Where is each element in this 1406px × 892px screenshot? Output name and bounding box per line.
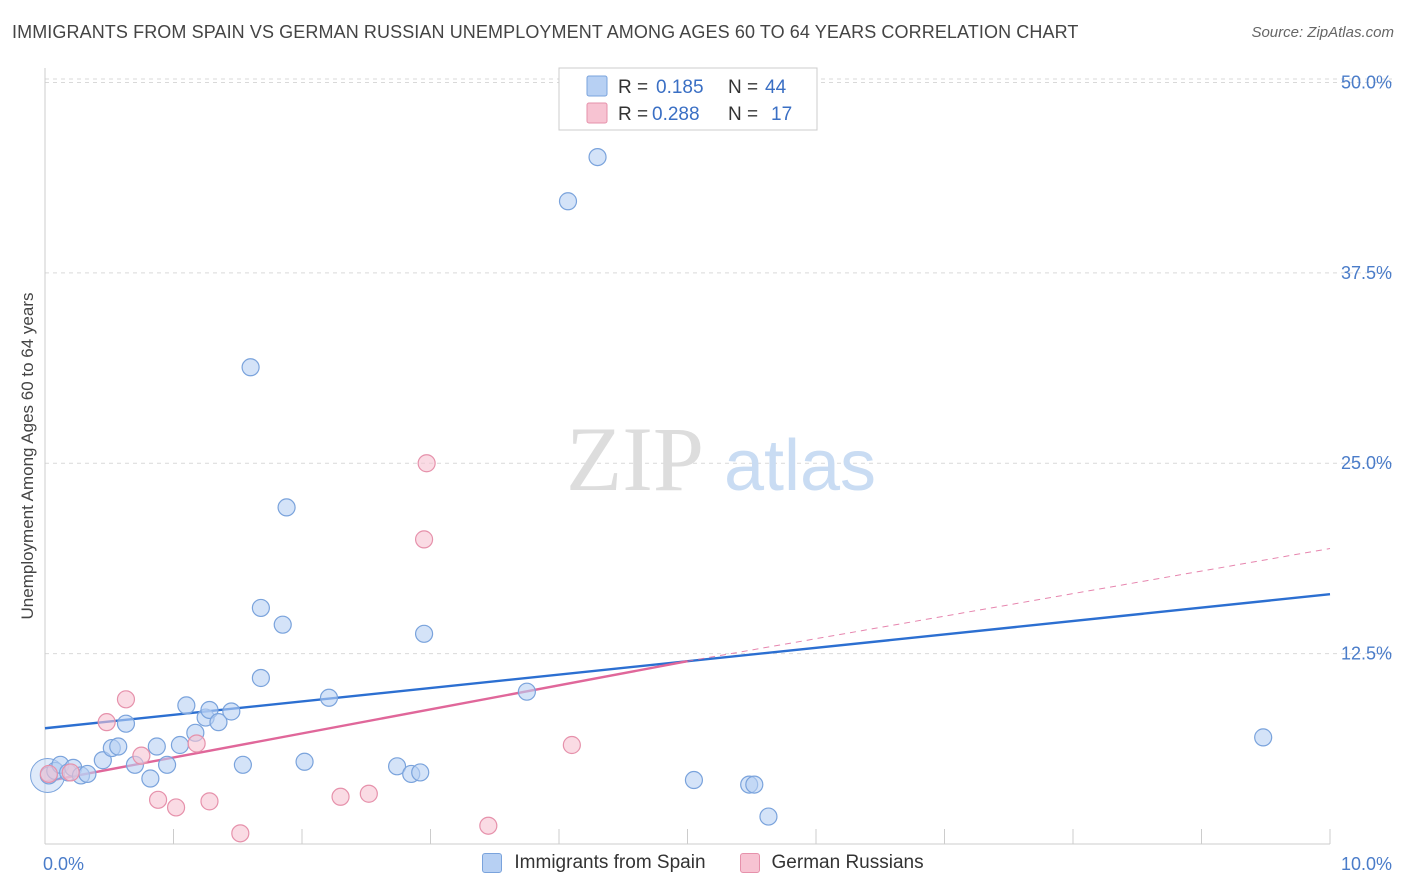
data-point-german-russians	[187, 734, 206, 753]
legend-r-label: R =	[618, 104, 648, 125]
data-point-spain	[295, 752, 314, 771]
data-point-spain	[116, 714, 136, 733]
data-point-spain	[109, 737, 128, 756]
data-point-spain	[517, 682, 536, 701]
y-tick-label: 50.0%	[1341, 72, 1392, 92]
data-point-german-russians	[231, 824, 250, 843]
data-point-german-russians	[359, 784, 378, 803]
trend-line-german-russians	[687, 548, 1331, 662]
data-point-german-russians	[148, 790, 168, 809]
watermark: ZIP atlas	[566, 408, 876, 510]
data-point-spain	[157, 755, 177, 774]
data-point-spain	[170, 735, 190, 755]
data-point-spain	[147, 737, 166, 756]
legend-swatch-pink	[739, 853, 760, 873]
data-point-german-russians	[331, 787, 350, 806]
data-point-spain	[200, 700, 219, 720]
data-point-spain	[759, 807, 778, 826]
legend-label: German Russians	[771, 852, 924, 873]
x-tick-label: 0.0%	[43, 854, 84, 874]
axes	[44, 68, 1331, 845]
trend-line-german-russians	[44, 660, 688, 783]
data-point-spain	[141, 769, 160, 788]
data-point-spain	[222, 702, 241, 721]
legend-n-label: N =	[728, 104, 758, 125]
data-point-spain	[78, 764, 97, 784]
legend-item-spain: Immigrants from Spain	[482, 852, 706, 874]
watermark-atlas: atlas	[724, 426, 876, 506]
tick-labels: 12.5% 25.0% 37.5% 50.0% 0.0% 10.0%	[43, 72, 1392, 874]
source-credit: Source: ZipAtlas.com	[1251, 24, 1394, 41]
data-point-spain	[209, 713, 228, 732]
data-point-spain	[684, 770, 704, 790]
data-point-spain	[273, 615, 292, 634]
legend-swatch-pink	[586, 102, 608, 124]
data-point-german-russians	[61, 763, 80, 782]
data-point-german-russians	[562, 735, 581, 755]
y-tick-label: 25.0%	[1341, 453, 1392, 473]
data-point-spain	[558, 192, 578, 211]
data-point-german-russians	[166, 798, 186, 817]
legend-swatch-blue	[586, 75, 608, 97]
data-points	[30, 147, 1273, 843]
legend-n-label: N =	[728, 77, 758, 98]
data-point-spain	[233, 755, 252, 774]
legend-n-value: 44	[765, 77, 787, 98]
y-tick-label: 12.5%	[1341, 644, 1392, 664]
x-tick-label: 10.0%	[1341, 854, 1392, 874]
data-point-german-russians	[200, 792, 219, 811]
watermark-zip: ZIP	[566, 408, 704, 510]
data-point-spain	[241, 358, 260, 377]
data-point-spain	[277, 498, 296, 517]
legend-r-value: 0.288	[652, 104, 700, 125]
data-point-spain	[387, 757, 407, 776]
legend-item-german-russians: German Russians	[739, 852, 924, 874]
legend-label: Immigrants from Spain	[514, 852, 706, 873]
trend-lines	[44, 548, 1331, 783]
data-point-spain	[411, 763, 430, 782]
data-point-german-russians	[414, 530, 434, 549]
data-point-german-russians	[417, 454, 436, 473]
data-point-german-russians	[97, 713, 116, 732]
data-point-spain	[177, 696, 196, 715]
data-point-spain	[745, 775, 764, 794]
legend-top: R = 0.185 N = 44 R = 0.288 N = 17	[558, 67, 818, 131]
data-point-german-russians	[479, 816, 498, 835]
data-point-german-russians	[116, 690, 136, 709]
legend-r-label: R =	[618, 77, 648, 98]
chart-title: IMMIGRANTS FROM SPAIN VS GERMAN RUSSIAN …	[12, 22, 1079, 42]
data-point-spain	[251, 668, 270, 688]
data-point-german-russians	[39, 764, 58, 784]
data-point-spain	[251, 598, 270, 618]
data-point-spain	[319, 688, 339, 707]
data-point-spain	[93, 751, 112, 770]
bottom-legend: Immigrants from Spain German Russians	[0, 852, 1406, 874]
data-point-spain	[414, 624, 434, 643]
legend-r-value: 0.185	[656, 77, 704, 98]
legend-swatch-blue	[482, 853, 503, 873]
data-point-german-russians	[132, 746, 151, 765]
legend-n-value: 17	[771, 104, 792, 125]
data-point-spain	[1254, 728, 1273, 747]
data-point-spain	[588, 147, 607, 167]
y-tick-label: 37.5%	[1341, 263, 1392, 283]
